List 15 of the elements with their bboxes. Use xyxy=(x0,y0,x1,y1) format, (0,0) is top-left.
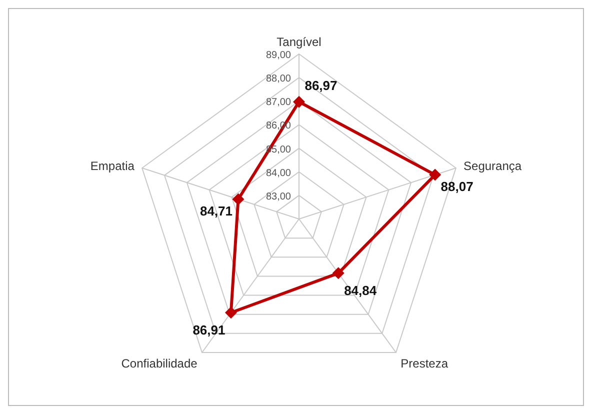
spoke-label: Tangível xyxy=(276,35,322,49)
spoke-label: Segurança xyxy=(464,158,522,173)
y-tick-label: 84,00 xyxy=(266,168,292,179)
spoke-label: Empatia xyxy=(90,158,135,173)
data-label: 84,84 xyxy=(344,283,378,298)
data-label: 88,07 xyxy=(440,178,474,194)
data-label: 84,71 xyxy=(200,203,233,218)
spoke-label: Confiabilidade xyxy=(121,356,198,370)
data-label: 86,97 xyxy=(304,78,338,93)
y-tick-label: 89,00 xyxy=(266,50,292,61)
data-label: 86,91 xyxy=(192,322,226,338)
spoke-label: Presteza xyxy=(400,356,448,370)
y-tick-label: 88,00 xyxy=(266,74,292,85)
y-tick-label: 87,00 xyxy=(266,97,292,108)
y-tick-label: 83,00 xyxy=(266,191,292,202)
